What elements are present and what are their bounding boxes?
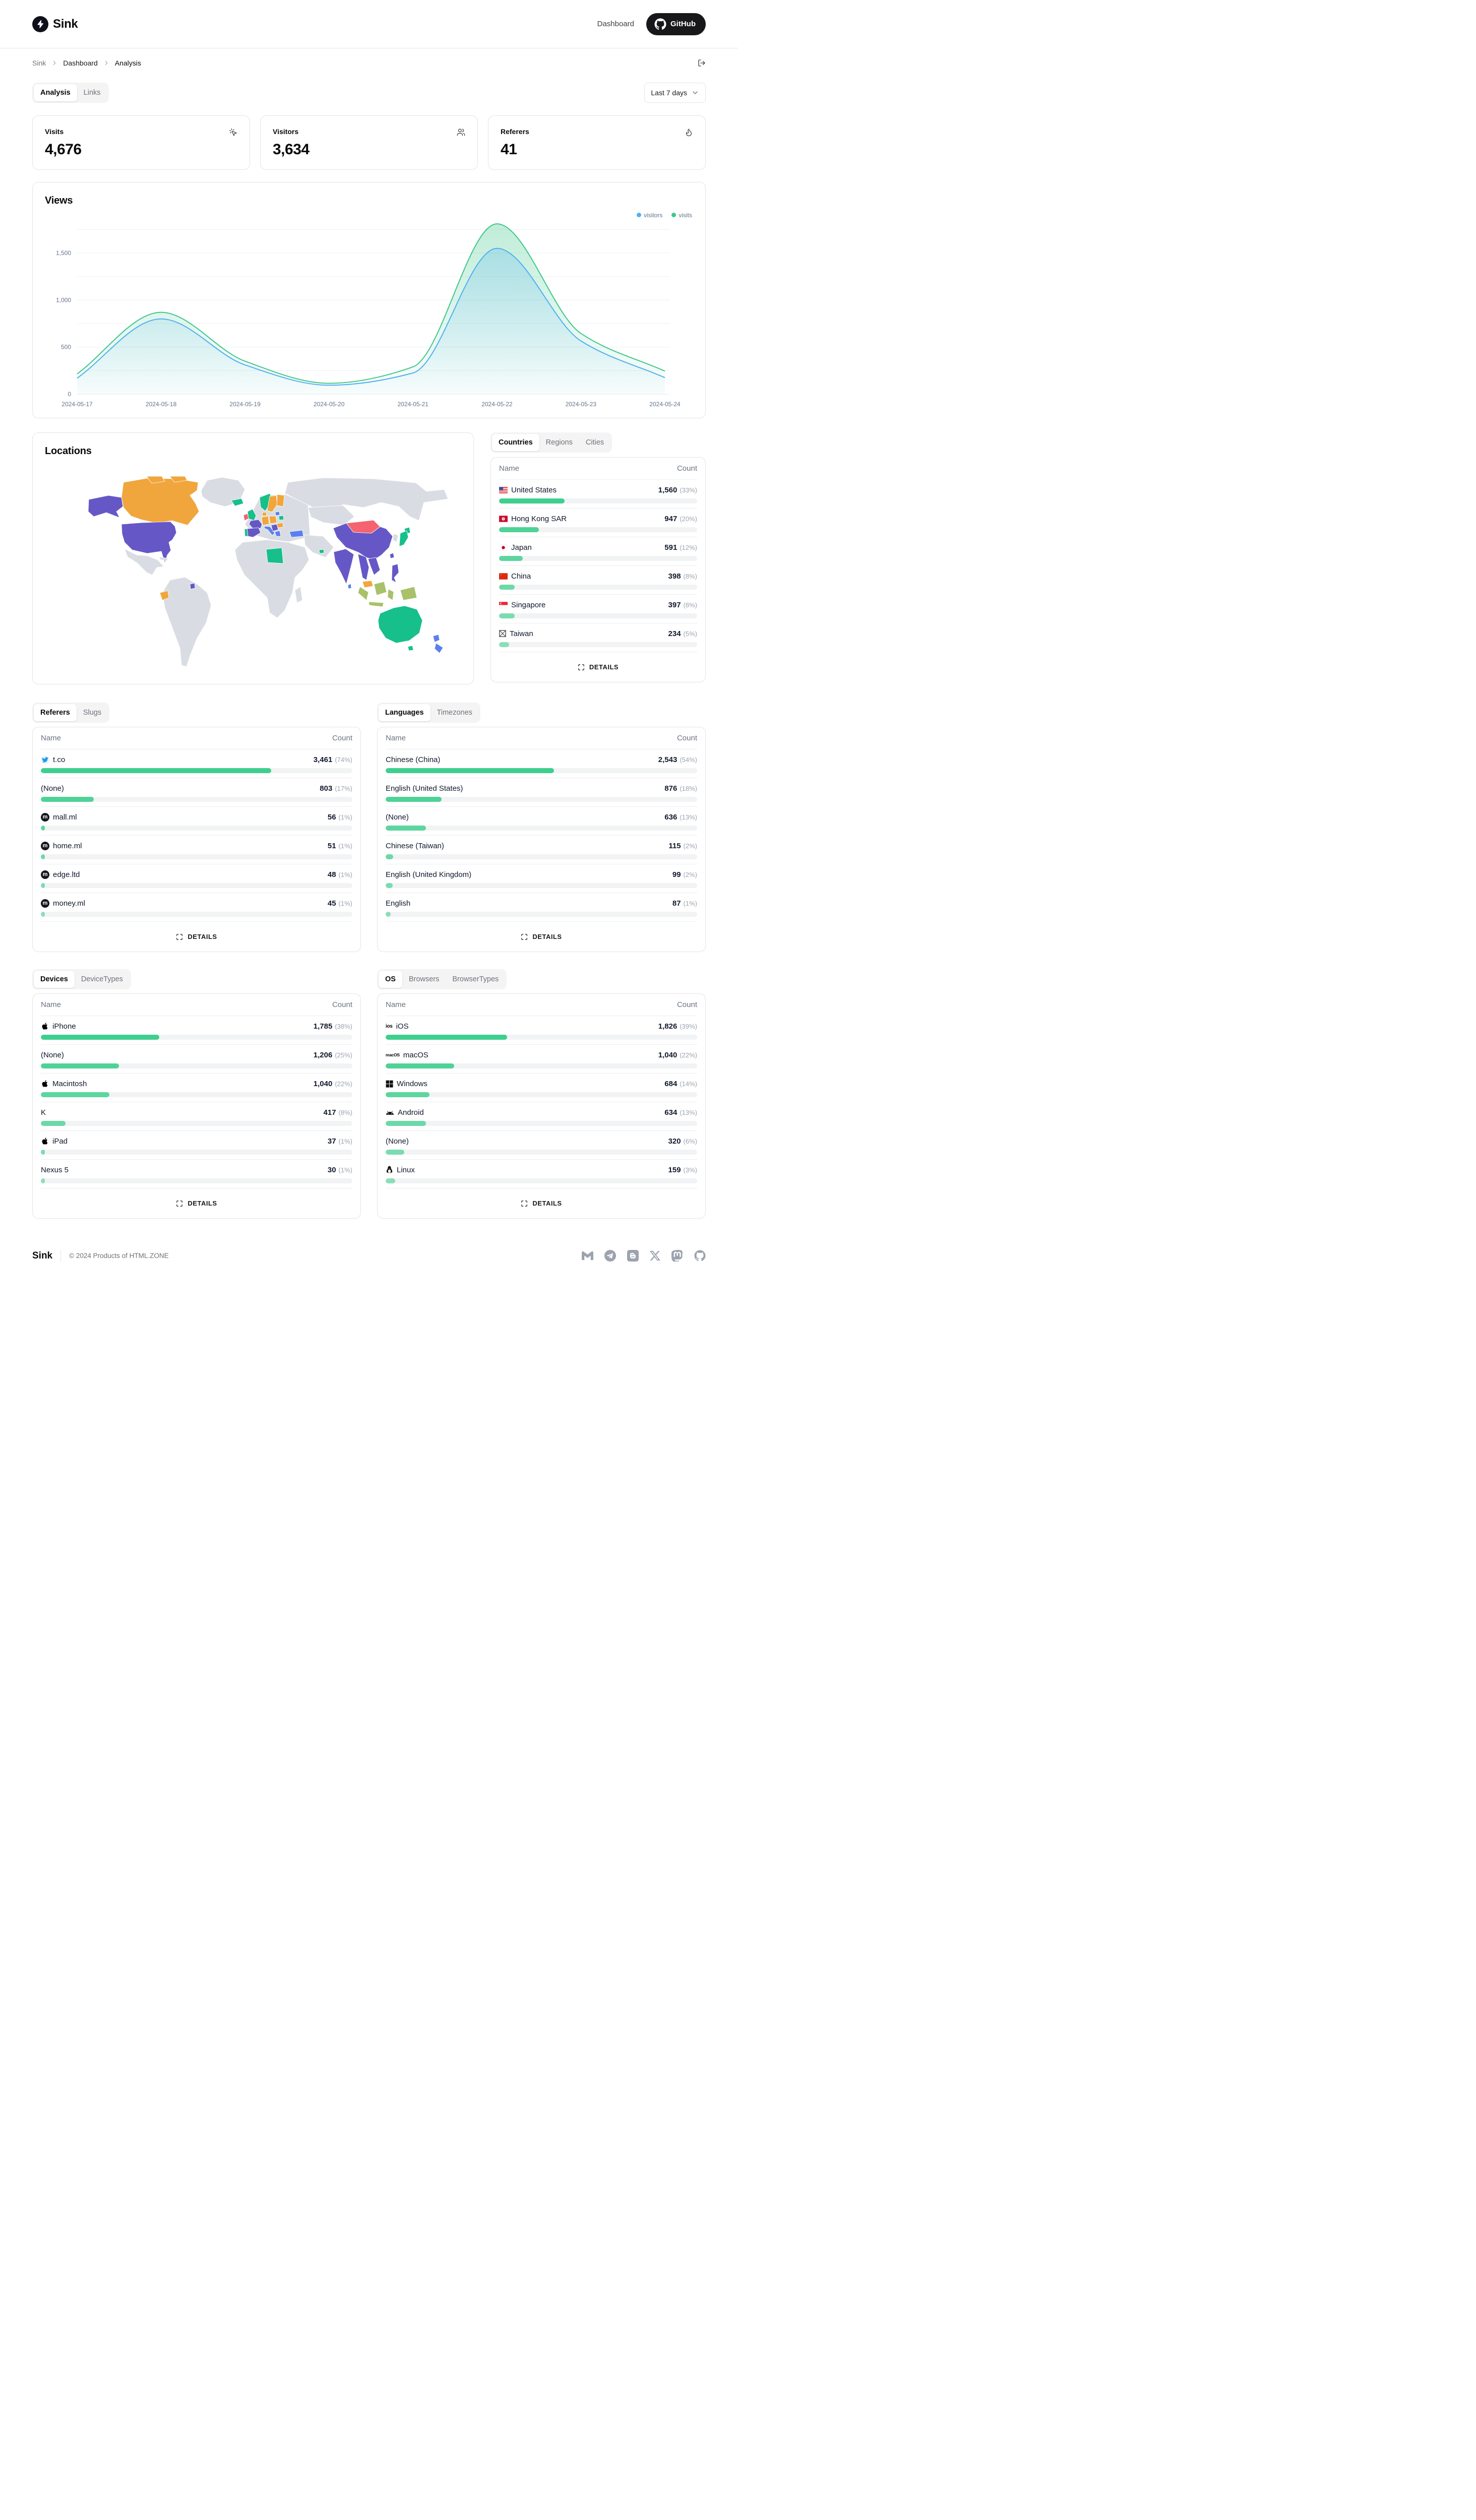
svg-text:2024-05-21: 2024-05-21 [398,401,429,408]
svg-text:2024-05-20: 2024-05-20 [314,401,345,408]
svg-text:2024-05-18: 2024-05-18 [146,401,177,408]
svg-text:2024-05-17: 2024-05-17 [61,401,93,408]
svg-text:1,500: 1,500 [56,249,71,257]
svg-text:2024-05-23: 2024-05-23 [566,401,597,408]
svg-text:500: 500 [61,344,71,351]
svg-text:0: 0 [68,391,71,398]
svg-text:2024-05-22: 2024-05-22 [481,401,513,408]
svg-text:2024-05-24: 2024-05-24 [649,401,681,408]
svg-text:1,000: 1,000 [56,296,71,303]
svg-text:2024-05-19: 2024-05-19 [229,401,261,408]
